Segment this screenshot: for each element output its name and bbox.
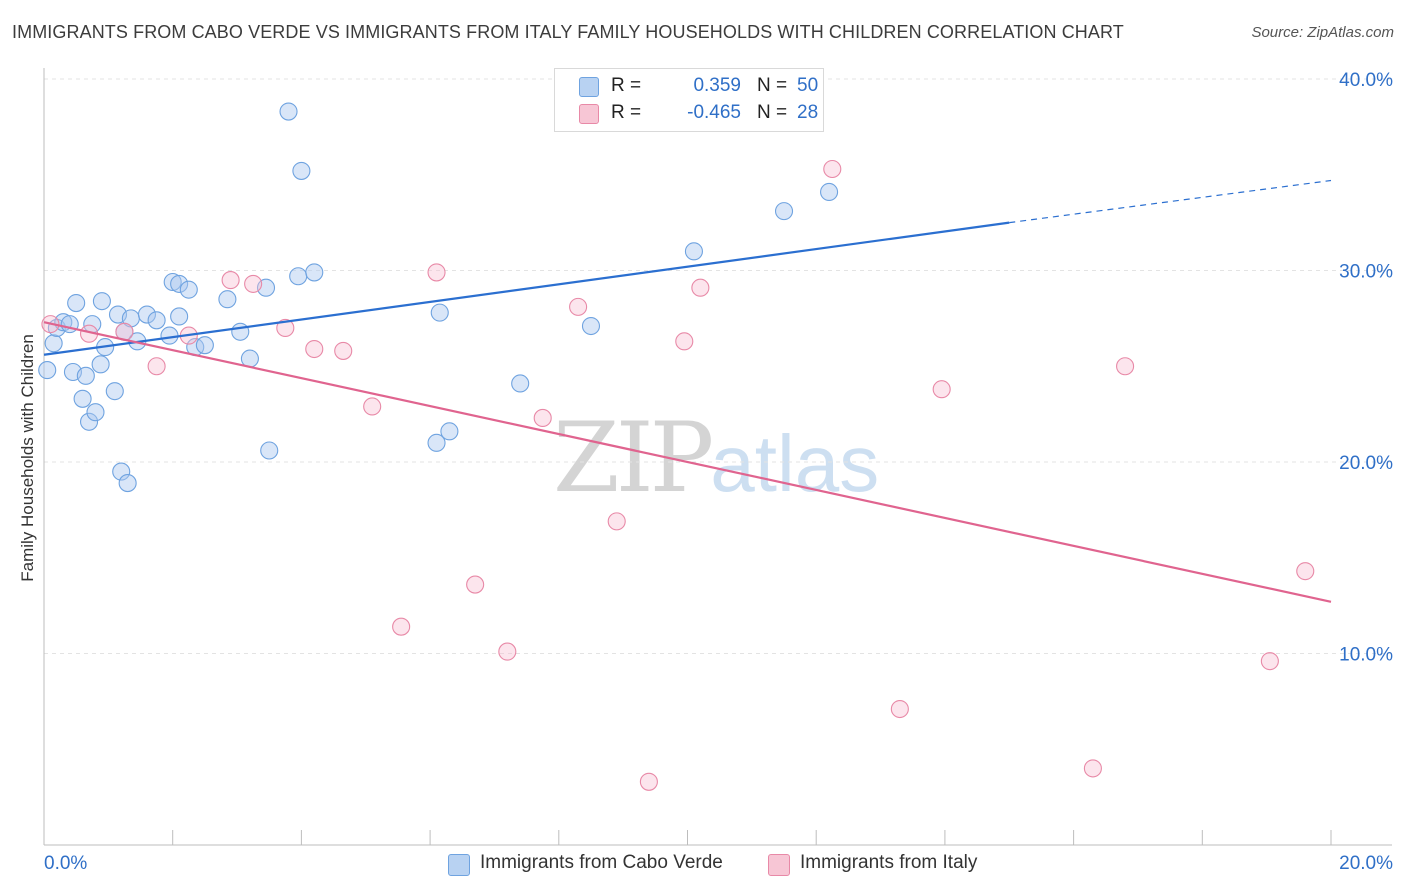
italy-point bbox=[1261, 653, 1278, 670]
scatter-plot: 10.0% 20.0% 30.0% 40.0% 0.0% 20.0% bbox=[0, 0, 1406, 892]
legend-r-label: R = bbox=[611, 75, 641, 97]
legend-r-value: 0.359 bbox=[645, 75, 741, 97]
cabo-verde-point bbox=[106, 383, 123, 400]
italy-point bbox=[1297, 563, 1314, 580]
cabo-verde-point bbox=[685, 243, 702, 260]
cabo-verde-point bbox=[180, 281, 197, 298]
cabo-verde-point bbox=[196, 337, 213, 354]
series-swatch-cabo-verde bbox=[448, 854, 470, 876]
cabo-verde-point bbox=[441, 423, 458, 440]
cabo-verde-point bbox=[512, 375, 529, 392]
italy-point bbox=[534, 409, 551, 426]
legend-r-label: R = bbox=[611, 102, 641, 124]
legend-r-value: -0.465 bbox=[645, 102, 741, 124]
cabo-verde-point bbox=[68, 295, 85, 312]
cabo-verde-trend-extension bbox=[1009, 180, 1331, 222]
series-label-italy: Immigrants from Italy bbox=[800, 852, 977, 874]
legend-n-value: 50 bbox=[797, 75, 818, 97]
y-tick-label: 30.0% bbox=[1339, 262, 1393, 283]
cabo-verde-point bbox=[87, 404, 104, 421]
italy-point bbox=[499, 643, 516, 660]
italy-point bbox=[1084, 760, 1101, 777]
cabo-verde-point bbox=[261, 442, 278, 459]
x-tick-label: 0.0% bbox=[44, 853, 87, 874]
legend-n-label: N = bbox=[757, 102, 787, 124]
cabo-verde-point bbox=[290, 268, 307, 285]
cabo-verde-point bbox=[161, 327, 178, 344]
italy-point bbox=[393, 618, 410, 635]
cabo-verde-point bbox=[93, 293, 110, 310]
cabo-verde-point bbox=[306, 264, 323, 281]
italy-point bbox=[891, 701, 908, 718]
legend-n-label: N = bbox=[757, 75, 787, 97]
cabo-verde-point bbox=[148, 312, 165, 329]
italy-point bbox=[467, 576, 484, 593]
italy-point bbox=[148, 358, 165, 375]
italy-point bbox=[222, 272, 239, 289]
italy-point bbox=[428, 264, 445, 281]
series-label-cabo-verde: Immigrants from Cabo Verde bbox=[480, 852, 723, 874]
cabo-verde-point bbox=[39, 362, 56, 379]
legend-n-value: 28 bbox=[797, 102, 818, 124]
cabo-verde-point bbox=[219, 291, 236, 308]
cabo-verde-point bbox=[776, 203, 793, 220]
cabo-verde-point bbox=[74, 390, 91, 407]
cabo-verde-point bbox=[92, 356, 109, 373]
cabo-verde-point bbox=[232, 323, 249, 340]
cabo-verde-point bbox=[119, 475, 136, 492]
cabo-verde-point bbox=[171, 308, 188, 325]
italy-point bbox=[933, 381, 950, 398]
correlation-legend: R = 0.359 N = 50 R = -0.465 N = 28 bbox=[554, 68, 824, 132]
legend-swatch-italy bbox=[579, 104, 599, 124]
italy-point bbox=[1117, 358, 1134, 375]
series-swatch-italy bbox=[768, 854, 790, 876]
cabo-verde-point bbox=[821, 183, 838, 200]
cabo-verde-point bbox=[280, 103, 297, 120]
x-tick-label: 20.0% bbox=[1339, 853, 1393, 874]
italy-point bbox=[570, 298, 587, 315]
cabo-verde-point bbox=[45, 335, 62, 352]
italy-point bbox=[692, 279, 709, 296]
cabo-verde-point bbox=[293, 162, 310, 179]
italy-point bbox=[824, 161, 841, 178]
cabo-verde-point bbox=[431, 304, 448, 321]
y-tick-label: 40.0% bbox=[1339, 70, 1393, 91]
legend-swatch-cabo-verde bbox=[579, 77, 599, 97]
y-tick-label: 20.0% bbox=[1339, 453, 1393, 474]
italy-point bbox=[640, 773, 657, 790]
italy-point bbox=[608, 513, 625, 530]
cabo-verde-point bbox=[77, 367, 94, 384]
italy-point bbox=[306, 341, 323, 358]
italy-point bbox=[676, 333, 693, 350]
y-tick-label: 10.0% bbox=[1339, 645, 1393, 666]
italy-point bbox=[364, 398, 381, 415]
cabo-verde-point bbox=[582, 318, 599, 335]
italy-point bbox=[245, 275, 262, 292]
italy-point bbox=[335, 342, 352, 359]
